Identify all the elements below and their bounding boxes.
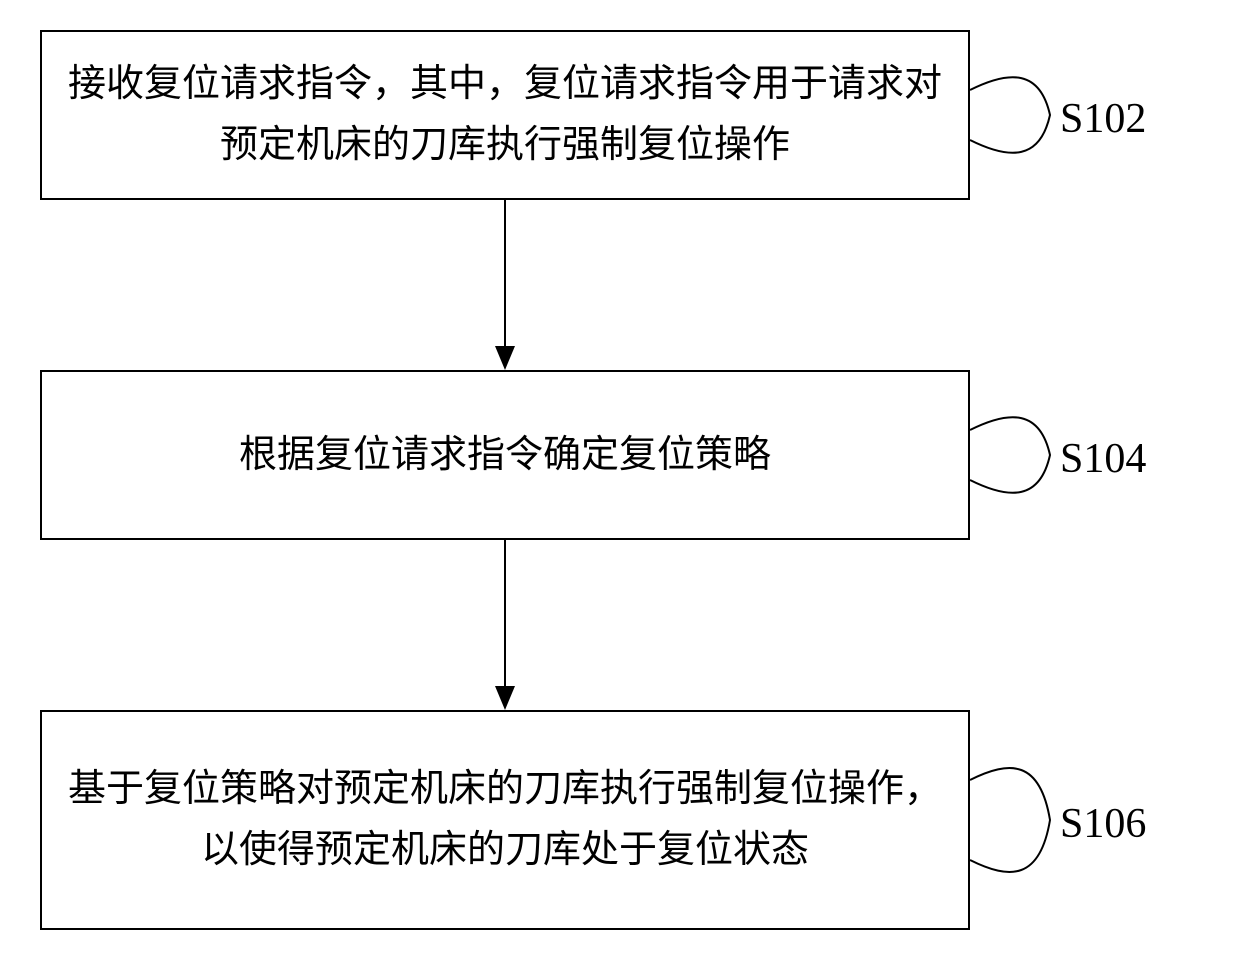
flow-node-s106: 基于复位策略对预定机床的刀库执行强制复位操作，以使得预定机床的刀库处于复位状态 [40, 710, 970, 930]
flow-node-s104: 根据复位请求指令确定复位策略 [40, 370, 970, 540]
flow-arrow-head [495, 686, 515, 710]
flow-node-text: 根据复位请求指令确定复位策略 [239, 425, 771, 486]
connector-curve-s104 [970, 417, 1050, 493]
step-label-s106: S106 [1060, 800, 1146, 848]
flow-node-text: 基于复位策略对预定机床的刀库执行强制复位操作，以使得预定机床的刀库处于复位状态 [62, 759, 948, 881]
step-label-s102: S102 [1060, 95, 1146, 143]
connector-curve-s102 [970, 77, 1050, 153]
flow-node-s102: 接收复位请求指令，其中，复位请求指令用于请求对预定机床的刀库执行强制复位操作 [40, 30, 970, 200]
flowchart-canvas: 接收复位请求指令，其中，复位请求指令用于请求对预定机床的刀库执行强制复位操作 S… [0, 0, 1235, 971]
flow-arrow-head [495, 346, 515, 370]
flow-node-text: 接收复位请求指令，其中，复位请求指令用于请求对预定机床的刀库执行强制复位操作 [62, 54, 948, 176]
connector-curve-s106 [970, 768, 1050, 872]
step-label-s104: S104 [1060, 435, 1146, 483]
